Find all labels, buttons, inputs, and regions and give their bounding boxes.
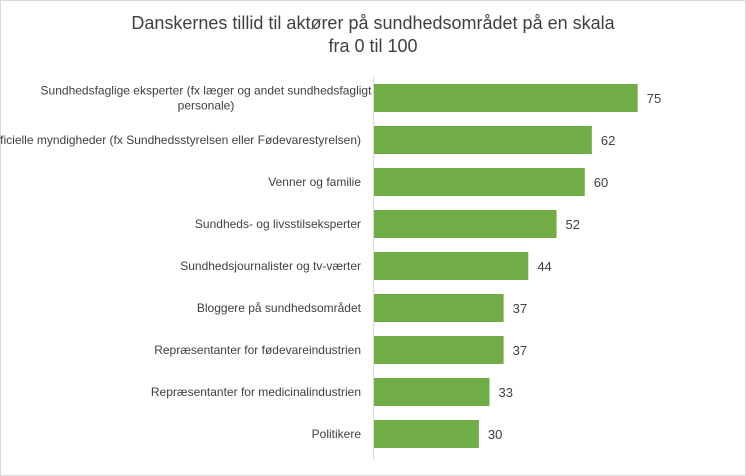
bar-5 — [373, 294, 504, 322]
bar-3 — [373, 210, 557, 238]
category-label-8-line-0: Politikere — [312, 427, 362, 441]
category-label-3: Sundheds- og livsstilseksperter — [195, 217, 361, 231]
value-label-0: 75 — [647, 91, 661, 106]
category-label-3-line-0: Sundheds- og livsstilseksperter — [195, 217, 361, 231]
category-label-1: Officielle myndigheder (fx Sundhedsstyre… — [0, 133, 361, 147]
bar-4 — [373, 252, 529, 280]
chart-title-line-2: fra 0 til 100 — [328, 36, 418, 56]
bar-2 — [373, 168, 585, 196]
bar-7 — [373, 378, 490, 406]
category-label-5: Bloggere på sundhedsområdet — [197, 301, 362, 315]
value-label-6: 37 — [513, 343, 527, 358]
bars-layer — [373, 84, 638, 448]
value-label-4: 44 — [537, 259, 551, 274]
bar-1 — [373, 126, 592, 154]
category-label-2: Venner og familie — [268, 175, 361, 189]
chart-title-line-1: Danskernes tillid til aktører på sundhed… — [131, 13, 615, 33]
bar-8 — [373, 420, 479, 448]
bar-0 — [373, 84, 638, 112]
value-label-2: 60 — [594, 175, 608, 190]
category-label-6: Repræsentanter for fødevareindustrien — [154, 343, 361, 357]
category-label-0: Sundhedsfaglige eksperter (fx læger og a… — [41, 84, 373, 113]
category-label-1-line-0: Officielle myndigheder (fx Sundhedsstyre… — [0, 133, 361, 147]
value-labels-layer: 75 62 60 52 44 37 37 33 30 — [488, 91, 661, 442]
category-label-0-line-0: Sundhedsfaglige eksperter (fx læger og a… — [41, 84, 373, 98]
value-label-1: 62 — [601, 133, 615, 148]
category-labels-layer: Sundhedsfaglige eksperter (fx læger og a… — [0, 84, 372, 442]
bar-6 — [373, 336, 504, 364]
category-label-0-line-1: personale) — [178, 99, 235, 113]
category-label-7: Repræsentanter for medicinalindustrien — [151, 385, 361, 399]
value-label-5: 37 — [513, 301, 527, 316]
category-label-4-line-0: Sundhedsjournalister og tv-værter — [180, 259, 361, 273]
chart-title: Danskernes tillid til aktører på sundhed… — [0, 12, 746, 58]
value-label-3: 52 — [566, 217, 580, 232]
category-label-7-line-0: Repræsentanter for medicinalindustrien — [151, 385, 361, 399]
category-label-4: Sundhedsjournalister og tv-værter — [180, 259, 361, 273]
category-label-2-line-0: Venner og familie — [268, 175, 361, 189]
category-label-6-line-0: Repræsentanter for fødevareindustrien — [154, 343, 361, 357]
value-label-7: 33 — [498, 385, 512, 400]
category-label-8: Politikere — [312, 427, 362, 441]
value-label-8: 30 — [488, 427, 502, 442]
category-label-5-line-0: Bloggere på sundhedsområdet — [197, 301, 362, 315]
